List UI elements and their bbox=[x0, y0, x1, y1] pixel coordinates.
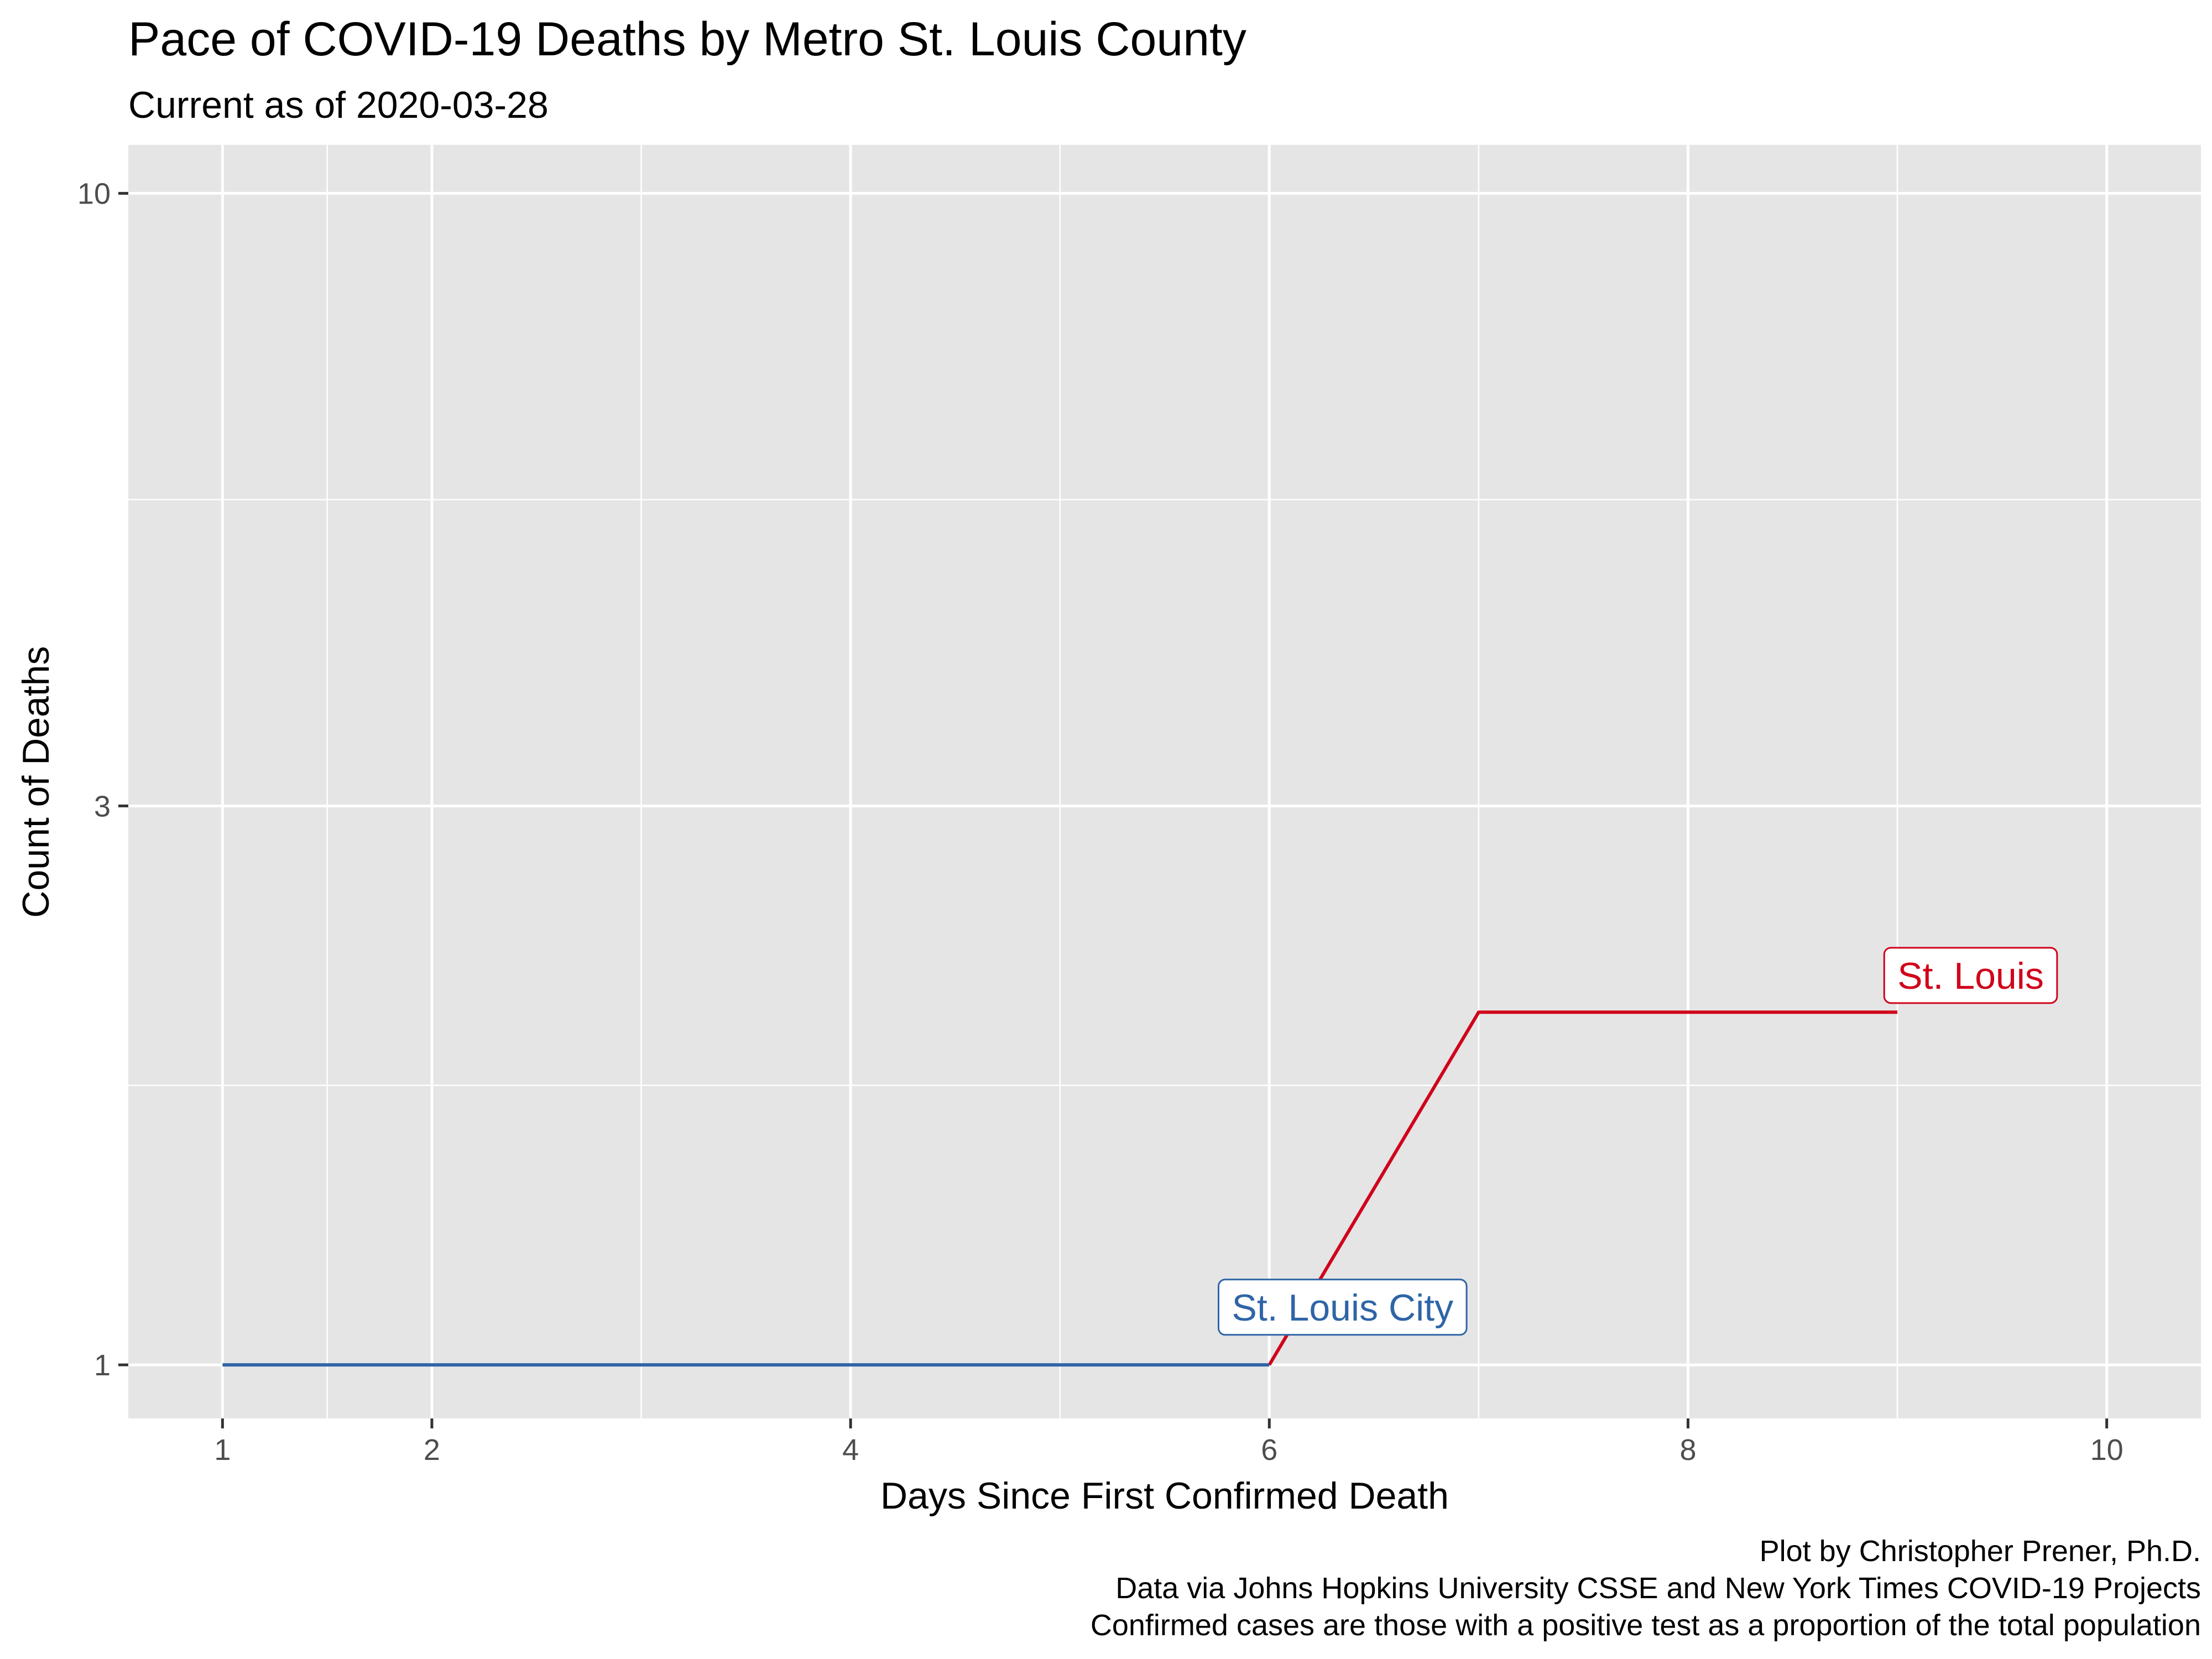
series-line bbox=[1267, 1010, 1898, 1366]
x-tick-label: 8 bbox=[1679, 1433, 1696, 1467]
x-tick-label: 2 bbox=[424, 1433, 440, 1467]
chart-title: Pace of COVID-19 Deaths by Metro St. Lou… bbox=[128, 13, 1246, 66]
y-tick-label: 1 bbox=[94, 1349, 111, 1382]
series-label: St. Louis bbox=[1883, 947, 2058, 1004]
series-lines bbox=[222, 1010, 1898, 1367]
x-tick-label: 6 bbox=[1261, 1433, 1277, 1467]
y-axis: 1 3 10 bbox=[77, 178, 128, 1382]
x-axis-title: Days Since First Confirmed Death bbox=[880, 1475, 1449, 1517]
caption-line-1: Plot by Christopher Prener, Ph.D. bbox=[1760, 1535, 2201, 1568]
y-tick-label: 3 bbox=[94, 790, 111, 823]
y-tick-label: 10 bbox=[77, 178, 111, 211]
series-label-text: St. Louis bbox=[1897, 955, 2044, 997]
y-axis-title: Count of Deaths bbox=[15, 646, 57, 917]
series-label: St. Louis City bbox=[1217, 1279, 1468, 1336]
x-tick-label: 10 bbox=[2090, 1433, 2124, 1467]
caption-line-2: Data via Johns Hopkins University CSSE a… bbox=[1115, 1572, 2201, 1605]
caption-line-3: Confirmed cases are those with a positiv… bbox=[1091, 1609, 2201, 1642]
x-tick-label: 1 bbox=[214, 1433, 231, 1467]
series-labels: St. Louis City St. Louis bbox=[1217, 947, 2058, 1336]
chart-subtitle: Current as of 2020-03-28 bbox=[128, 84, 549, 126]
plot-panel bbox=[128, 145, 2201, 1418]
x-tick-label: 4 bbox=[842, 1433, 859, 1467]
series-label-box bbox=[1883, 947, 2058, 1004]
series-label-text: St. Louis City bbox=[1232, 1287, 1453, 1329]
grid-minor bbox=[128, 145, 2201, 1418]
x-axis: 1 2 4 6 8 10 bbox=[214, 1418, 2124, 1467]
series-label-box bbox=[1217, 1279, 1468, 1336]
